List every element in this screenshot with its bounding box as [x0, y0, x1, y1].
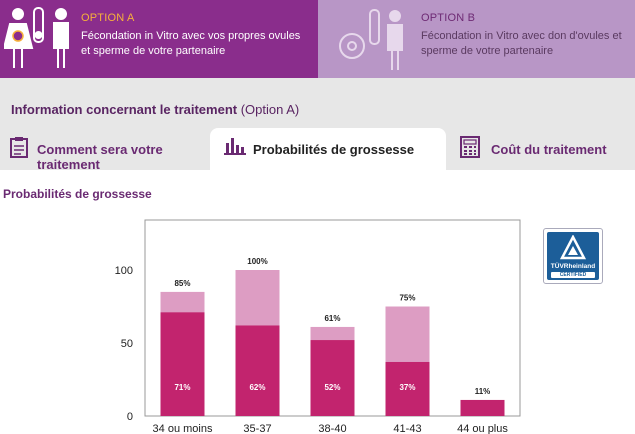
tuv-triangle-icon — [560, 235, 586, 260]
tab-treatment-label: Comment sera votre traitement — [37, 142, 163, 172]
y-tick-label: 50 — [121, 338, 133, 350]
treatment-info-band: Information concernant le traitement (Op… — [0, 78, 635, 170]
clipboard-icon — [10, 137, 28, 158]
tab-probabilities[interactable]: Probabilités de grossesse — [210, 128, 446, 170]
x-tick-label: 38-40 — [318, 423, 346, 434]
tab-probabilities-label: Probabilités de grossesse — [253, 142, 415, 157]
bar-value-label: 37% — [399, 383, 415, 392]
bar-value-label: 71% — [174, 383, 190, 392]
bar-value — [385, 361, 430, 416]
bar-value-label: 62% — [249, 383, 265, 392]
option-a-panel[interactable]: OPTION A Fécondation in Vitro avec vos p… — [0, 0, 318, 78]
section-title: Probabilités de grossesse — [3, 187, 152, 201]
option-a-description: Fécondation in Vitro avec vos propres ov… — [81, 30, 301, 57]
x-tick-label: 34 ou moins — [153, 423, 213, 434]
bar-value-label: 11% — [475, 387, 491, 396]
option-b-description: Fécondation in Vitro avec don d'ovules e… — [421, 30, 622, 57]
x-tick-label: 44 ou plus — [457, 423, 508, 434]
bar-value — [160, 312, 205, 416]
tab-cost-label: Coût du traitement — [491, 142, 607, 157]
couple-egg-icon — [339, 9, 403, 70]
page-title: Information concernant le traitement (Op… — [11, 102, 300, 117]
bar-value — [310, 340, 355, 416]
tab-treatment[interactable]: Comment sera votre traitement — [0, 128, 210, 172]
couple-test-tube-icon — [4, 7, 69, 68]
tuv-logo-background: TÜVRheinland CERTIFIED — [547, 232, 599, 280]
calculator-icon — [460, 136, 480, 158]
bar-value — [235, 325, 280, 416]
bar-value-label: 52% — [324, 383, 340, 392]
x-tick-label: 35-37 — [243, 423, 271, 434]
pregnancy-probability-chart: 0 50 100 85% 71% 34 ou moins 100% 62% 35-37 61% 52… — [115, 219, 521, 434]
y-tick-label: 100 — [115, 265, 133, 277]
bar-total-label: 85% — [174, 279, 190, 288]
bar-total-label: 100% — [247, 257, 267, 266]
bar-chart-icon — [224, 138, 246, 155]
option-b-tag: OPTION B — [421, 12, 476, 24]
y-tick-label: 0 — [127, 411, 133, 423]
option-b-panel[interactable]: OPTION B Fécondation in Vitro avec don d… — [318, 0, 635, 78]
tuv-name: TÜVRheinland — [550, 263, 596, 270]
x-tick-label: 41-43 — [393, 423, 421, 434]
bar-value — [460, 399, 505, 416]
option-a-tag: OPTION A — [81, 12, 135, 24]
bar-total-label: 75% — [399, 294, 415, 303]
tuv-certified-label: CERTIFIED — [551, 272, 595, 278]
tuv-certified-badge: TÜVRheinland CERTIFIED — [543, 228, 603, 284]
tab-cost[interactable]: Coût du traitement — [446, 128, 635, 170]
bar-total-label: 61% — [324, 314, 340, 323]
